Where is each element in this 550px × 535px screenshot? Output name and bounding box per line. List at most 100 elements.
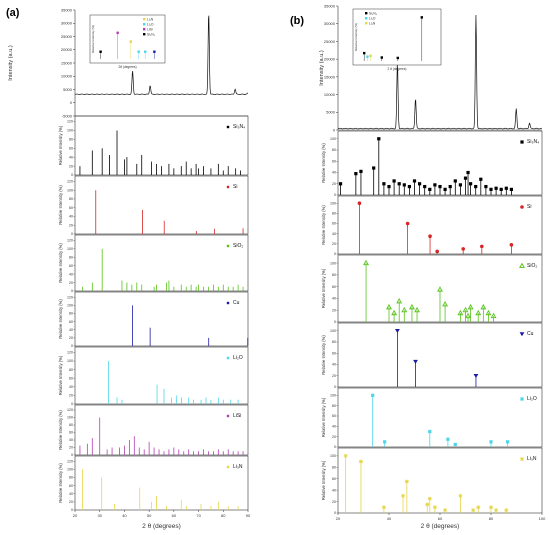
ref-ytick-label-b-2-5: 100 (330, 261, 336, 265)
ref-marker-b-0-31 (509, 187, 513, 191)
ref-xtick-label-a-2: 40 (122, 513, 127, 518)
ref-ytick-label-a-0-5: 100 (67, 129, 73, 133)
ref-ytick-label-a-1-2: 40 (69, 215, 73, 219)
ref-ytick-label-b-3-3: 60 (332, 351, 336, 355)
ref-ytick-label-b-0-5: 100 (330, 137, 336, 141)
inset-ylabel-a: Relative Intensity (%) (91, 25, 95, 53)
pattern-ytick-label-a-4: 15000 (61, 60, 73, 65)
inset-legend-label-b-1: Li₂O (369, 16, 376, 20)
ref-ytick-label-b-2-3: 60 (332, 285, 336, 289)
ref-ytick-label-b-3-5: 100 (330, 329, 336, 333)
pattern-ytick-label-b-4: 15000 (324, 74, 336, 79)
inset-legend-marker-b-1 (365, 17, 368, 20)
ref-ytick-label-b-4-2: 40 (332, 425, 336, 429)
ref-ytick-label-a-4-5: 100 (67, 359, 73, 363)
ref-ylabel-a-5: Relative Intensity (%) (58, 410, 63, 450)
ref-ytick-label-a-1-3: 60 (69, 206, 73, 210)
ref-legend-label-b-4: Li₂O (527, 396, 537, 402)
ref-marker-b-5-1 (358, 459, 363, 464)
ref-ytick-label-a-3-3: 60 (69, 320, 73, 324)
inset-point-b-3 (380, 56, 383, 59)
ref-ytick-label-a-3-0: 0 (71, 344, 73, 348)
inset-legend-marker-b-2 (365, 22, 368, 25)
ref-marker-b-2-1 (386, 303, 392, 310)
ref-marker-b-1-1 (405, 221, 410, 226)
ref-ytick-label-a-0-6: 120 (67, 120, 73, 124)
ref-marker-b-0-4 (377, 137, 381, 141)
ref-xtick-label-a-3: 50 (147, 513, 152, 518)
ref-ylabel-b-1: Relative Intensity (%) (321, 205, 326, 245)
ref-ytick-label-a-2-4: 80 (69, 255, 73, 259)
ref-marker-b-4-5 (489, 440, 493, 444)
ref-marker-b-2-11 (465, 312, 472, 319)
ref-legend-marker-a-2 (226, 244, 230, 248)
ref-marker-b-0-3 (372, 166, 376, 170)
ref-ytick-label-b-5-1: 20 (332, 500, 336, 504)
ref-frame-b-5 (337, 447, 543, 514)
ref-ytick-label-b-2-2: 40 (332, 297, 336, 301)
ref-ytick-label-b-2-4: 80 (332, 273, 336, 277)
ref-marker-b-5-10 (471, 508, 476, 513)
pattern-ytick-label-b-1: 30000 (324, 21, 336, 26)
inset-point-a-4 (144, 50, 147, 53)
ref-ytick-label-a-6-6: 120 (67, 459, 73, 463)
ref-xtick-label-b-1: 40 (387, 516, 392, 521)
pattern-ytick-label-a-0: 35000 (61, 7, 73, 12)
ref-frame-a-5 (74, 404, 249, 456)
ref-ytick-label-b-1-1: 20 (332, 242, 336, 246)
ref-xtick-label-a-6: 80 (221, 513, 226, 518)
inset-point-b-0 (363, 51, 366, 55)
ref-legend-marker-a-1 (226, 185, 230, 189)
ref-marker-b-1-4 (461, 247, 466, 251)
pattern-ylabel-b: Intensity (a.u.) (319, 50, 325, 86)
ref-ytick-label-a-1-5: 100 (67, 188, 73, 192)
ref-ytick-label-b-2-1: 20 (332, 308, 336, 312)
ref-marker-b-0-10 (407, 184, 411, 189)
ref-marker-b-4-4 (453, 442, 457, 447)
ref-ylabel-b-3: Relative Intensity (%) (321, 335, 326, 375)
ref-legend-label-a-6: Li₃N (233, 464, 243, 470)
inset-legend-marker-b-0 (365, 12, 368, 15)
ref-marker-b-0-19 (453, 179, 457, 183)
ref-legend-marker-a-5 (226, 414, 230, 418)
ref-marker-b-0-7 (392, 179, 396, 183)
ref-ytick-label-a-2-2: 40 (69, 272, 73, 276)
ref-ylabel-b-4: Relative Intensity (%) (321, 397, 326, 437)
ref-ytick-label-a-0-0: 0 (71, 173, 73, 177)
pattern-ytick-label-b-3: 20000 (324, 57, 336, 62)
ref-ytick-label-a-0-3: 60 (69, 146, 73, 150)
inset-point-a-0 (99, 50, 102, 53)
ref-ytick-label-a-5-5: 100 (67, 416, 73, 420)
ref-ylabel-b-5: Relative Intensity (%) (321, 460, 326, 500)
ref-ytick-label-a-3-2: 40 (69, 328, 73, 332)
ref-ytick-label-b-1-5: 100 (330, 201, 336, 205)
ref-frame-a-2 (74, 234, 249, 292)
inset-legend-label-a-3: Si₃N₄ (147, 32, 156, 36)
ref-marker-b-5-0 (343, 453, 348, 458)
ref-frame-b-3 (337, 322, 543, 388)
ref-xlabel-b: 2 θ (degrees) (421, 523, 460, 530)
ref-marker-b-0-9 (402, 183, 406, 187)
pattern-ytick-label-b-6: 5000 (326, 110, 336, 115)
ref-marker-b-0-13 (423, 184, 427, 189)
ref-marker-b-4-0 (371, 393, 375, 397)
ref-marker-b-0-23 (469, 182, 473, 186)
ref-ytick-label-b-2-0: 0 (334, 320, 336, 324)
inset-point-b-1 (366, 55, 369, 58)
ref-legend-label-b-2: SiO₂ (527, 263, 537, 269)
ref-marker-b-0-12 (418, 182, 422, 186)
ref-marker-b-2-9 (457, 309, 464, 316)
ref-ytick-label-a-5-4: 80 (69, 423, 73, 427)
ref-ytick-label-b-1-4: 80 (332, 212, 336, 216)
ref-ytick-label-b-5-2: 40 (332, 488, 336, 492)
ref-ytick-label-a-2-6: 120 (67, 239, 73, 243)
ref-marker-b-0-14 (428, 187, 432, 191)
ref-legend-marker-a-0 (226, 125, 230, 129)
ref-marker-b-2-6 (414, 306, 421, 313)
ref-legend-label-b-0: Si₃N₄ (527, 139, 539, 145)
ref-legend-label-a-3: Cu (233, 300, 240, 306)
ref-marker-b-5-9 (458, 493, 463, 498)
ref-xtick-label-b-3: 80 (489, 516, 494, 521)
ref-xtick-label-a-7: 90 (246, 513, 251, 518)
inset-frame-a (89, 14, 166, 64)
